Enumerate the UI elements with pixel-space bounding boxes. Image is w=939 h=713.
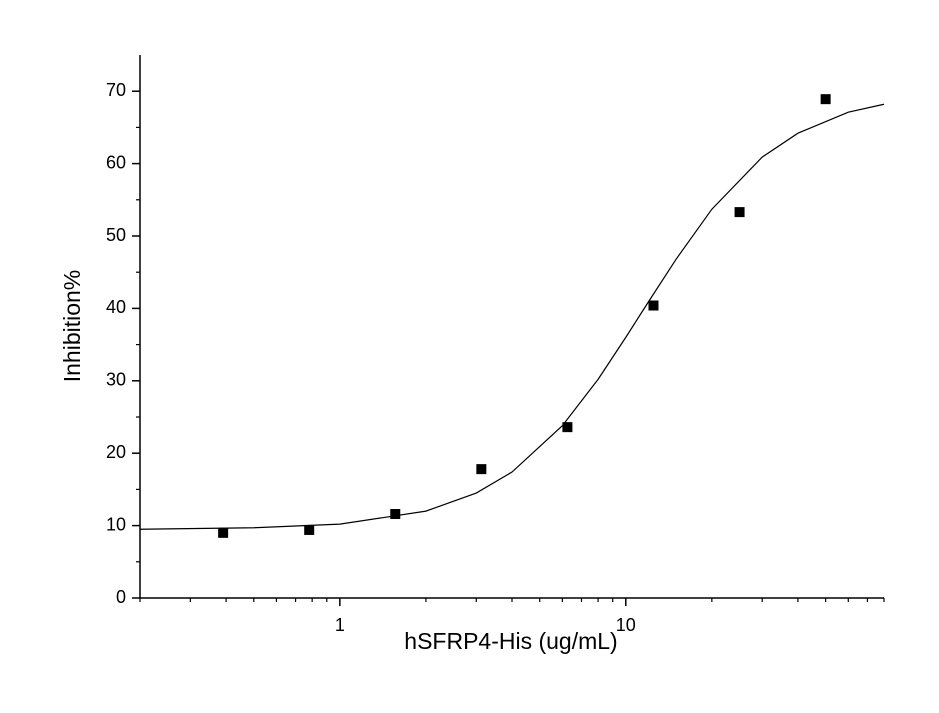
y-tick-label: 20 [106, 442, 126, 462]
marker [476, 464, 487, 475]
marker [648, 300, 659, 311]
marker [218, 527, 229, 538]
fit-curve [139, 103, 885, 530]
marker [562, 422, 573, 433]
y-tick-label: 50 [106, 225, 126, 245]
y-tick-label: 10 [106, 514, 126, 534]
marker [820, 94, 831, 105]
y-axis-title: Inhibition% [59, 270, 85, 383]
y-tick-label: 40 [106, 297, 126, 317]
y-tick-label: 0 [116, 587, 126, 607]
y-tick-label: 30 [106, 370, 126, 390]
y-tick-label: 60 [106, 152, 126, 172]
x-tick-label: 10 [616, 615, 636, 635]
y-tick-label: 70 [106, 80, 126, 100]
marker [304, 524, 315, 535]
marker [390, 509, 401, 520]
marker [734, 207, 745, 218]
x-axis-title: hSFRP4-His (ug/mL) [404, 628, 617, 654]
x-tick-label: 1 [335, 615, 345, 635]
